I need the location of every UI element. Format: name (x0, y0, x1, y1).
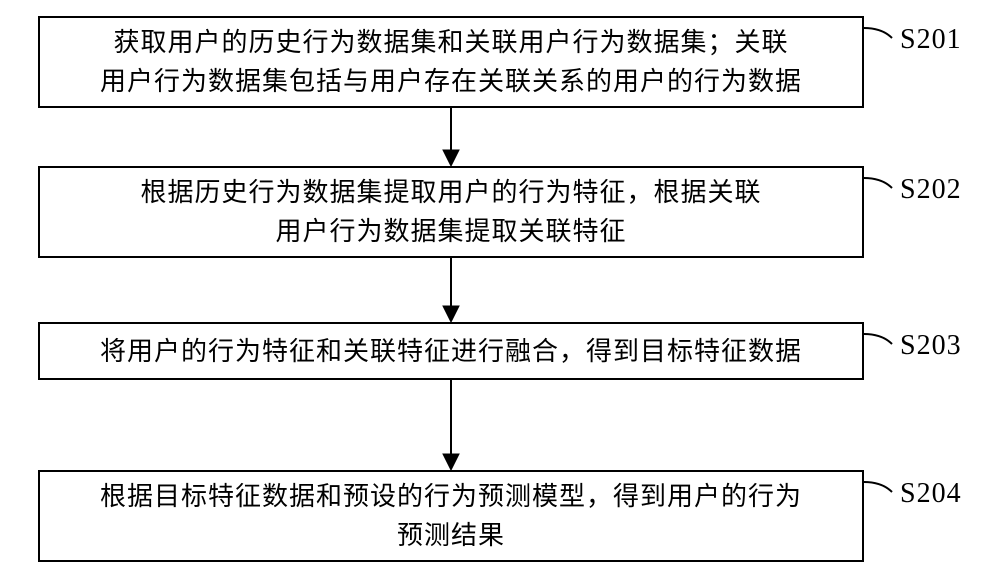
arrow-2 (441, 258, 461, 322)
step-s203-line1: 将用户的行为特征和关联特征进行融合，得到目标特征数据 (100, 337, 802, 366)
step-box-s201: 获取用户的历史行为数据集和关联用户行为数据集；关联 用户行为数据集包括与用户存在… (38, 16, 864, 108)
step-label-s201: S201 (900, 24, 962, 56)
step-box-s203: 将用户的行为特征和关联特征进行融合，得到目标特征数据 (38, 322, 864, 380)
label-connector-s202 (864, 170, 904, 200)
step-s201-line1: 获取用户的历史行为数据集和关联用户行为数据集；关联 (113, 28, 788, 57)
step-label-s204: S204 (900, 478, 962, 510)
step-label-s203: S203 (900, 330, 962, 362)
label-connector-s201 (864, 20, 904, 50)
step-label-s202: S202 (900, 174, 962, 206)
step-s202-line1: 根据历史行为数据集提取用户的行为特征，根据关联 (140, 178, 761, 207)
step-s204-line2: 预测结果 (397, 521, 505, 550)
flowchart-canvas: 获取用户的历史行为数据集和关联用户行为数据集；关联 用户行为数据集包括与用户存在… (0, 0, 1000, 578)
arrow-3 (441, 380, 461, 470)
label-connector-s204 (864, 474, 904, 504)
step-text-s203: 将用户的行为特征和关联特征进行融合，得到目标特征数据 (100, 332, 802, 371)
step-text-s204: 根据目标特征数据和预设的行为预测模型，得到用户的行为 预测结果 (100, 477, 802, 555)
step-box-s204: 根据目标特征数据和预设的行为预测模型，得到用户的行为 预测结果 (38, 470, 864, 562)
step-s204-line1: 根据目标特征数据和预设的行为预测模型，得到用户的行为 (100, 482, 802, 511)
label-connector-s203 (864, 326, 904, 356)
step-box-s202: 根据历史行为数据集提取用户的行为特征，根据关联 用户行为数据集提取关联特征 (38, 166, 864, 258)
step-text-s201: 获取用户的历史行为数据集和关联用户行为数据集；关联 用户行为数据集包括与用户存在… (100, 23, 802, 101)
step-text-s202: 根据历史行为数据集提取用户的行为特征，根据关联 用户行为数据集提取关联特征 (140, 173, 761, 251)
arrow-1 (441, 108, 461, 166)
step-s201-line2: 用户行为数据集包括与用户存在关联关系的用户的行为数据 (100, 67, 802, 96)
step-s202-line2: 用户行为数据集提取关联特征 (275, 217, 626, 246)
